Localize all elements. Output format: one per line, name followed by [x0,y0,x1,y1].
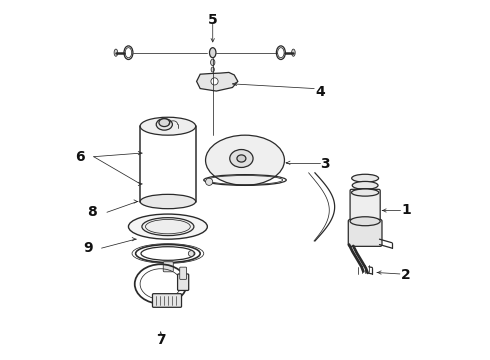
Ellipse shape [351,189,379,196]
Ellipse shape [352,174,379,182]
FancyBboxPatch shape [163,262,173,272]
Ellipse shape [211,59,215,66]
Ellipse shape [159,119,170,127]
Ellipse shape [142,218,194,235]
FancyBboxPatch shape [180,267,187,279]
Text: 5: 5 [208,13,218,27]
Text: 6: 6 [74,150,84,164]
Ellipse shape [353,189,377,197]
Ellipse shape [114,49,118,56]
Text: 3: 3 [320,157,330,171]
FancyBboxPatch shape [348,220,382,246]
Circle shape [188,251,194,256]
Circle shape [211,78,218,85]
Text: 2: 2 [401,268,411,282]
Ellipse shape [156,119,172,130]
Ellipse shape [205,135,285,185]
Circle shape [205,178,213,185]
Ellipse shape [125,48,132,58]
Text: 4: 4 [315,85,325,99]
Ellipse shape [350,217,380,226]
Text: 9: 9 [83,241,93,255]
Text: 7: 7 [156,333,166,347]
Text: 1: 1 [401,203,411,217]
Ellipse shape [124,46,133,59]
Ellipse shape [237,155,246,162]
Text: 8: 8 [87,205,97,219]
Ellipse shape [128,214,207,239]
Ellipse shape [276,46,285,59]
Polygon shape [196,72,238,91]
Ellipse shape [140,194,196,209]
FancyBboxPatch shape [177,274,189,291]
Ellipse shape [278,48,284,58]
FancyBboxPatch shape [350,189,380,225]
Ellipse shape [230,149,253,167]
Ellipse shape [352,181,378,189]
Ellipse shape [211,67,214,72]
Ellipse shape [140,117,196,135]
Ellipse shape [292,49,295,56]
Ellipse shape [210,48,216,58]
FancyBboxPatch shape [152,294,181,307]
